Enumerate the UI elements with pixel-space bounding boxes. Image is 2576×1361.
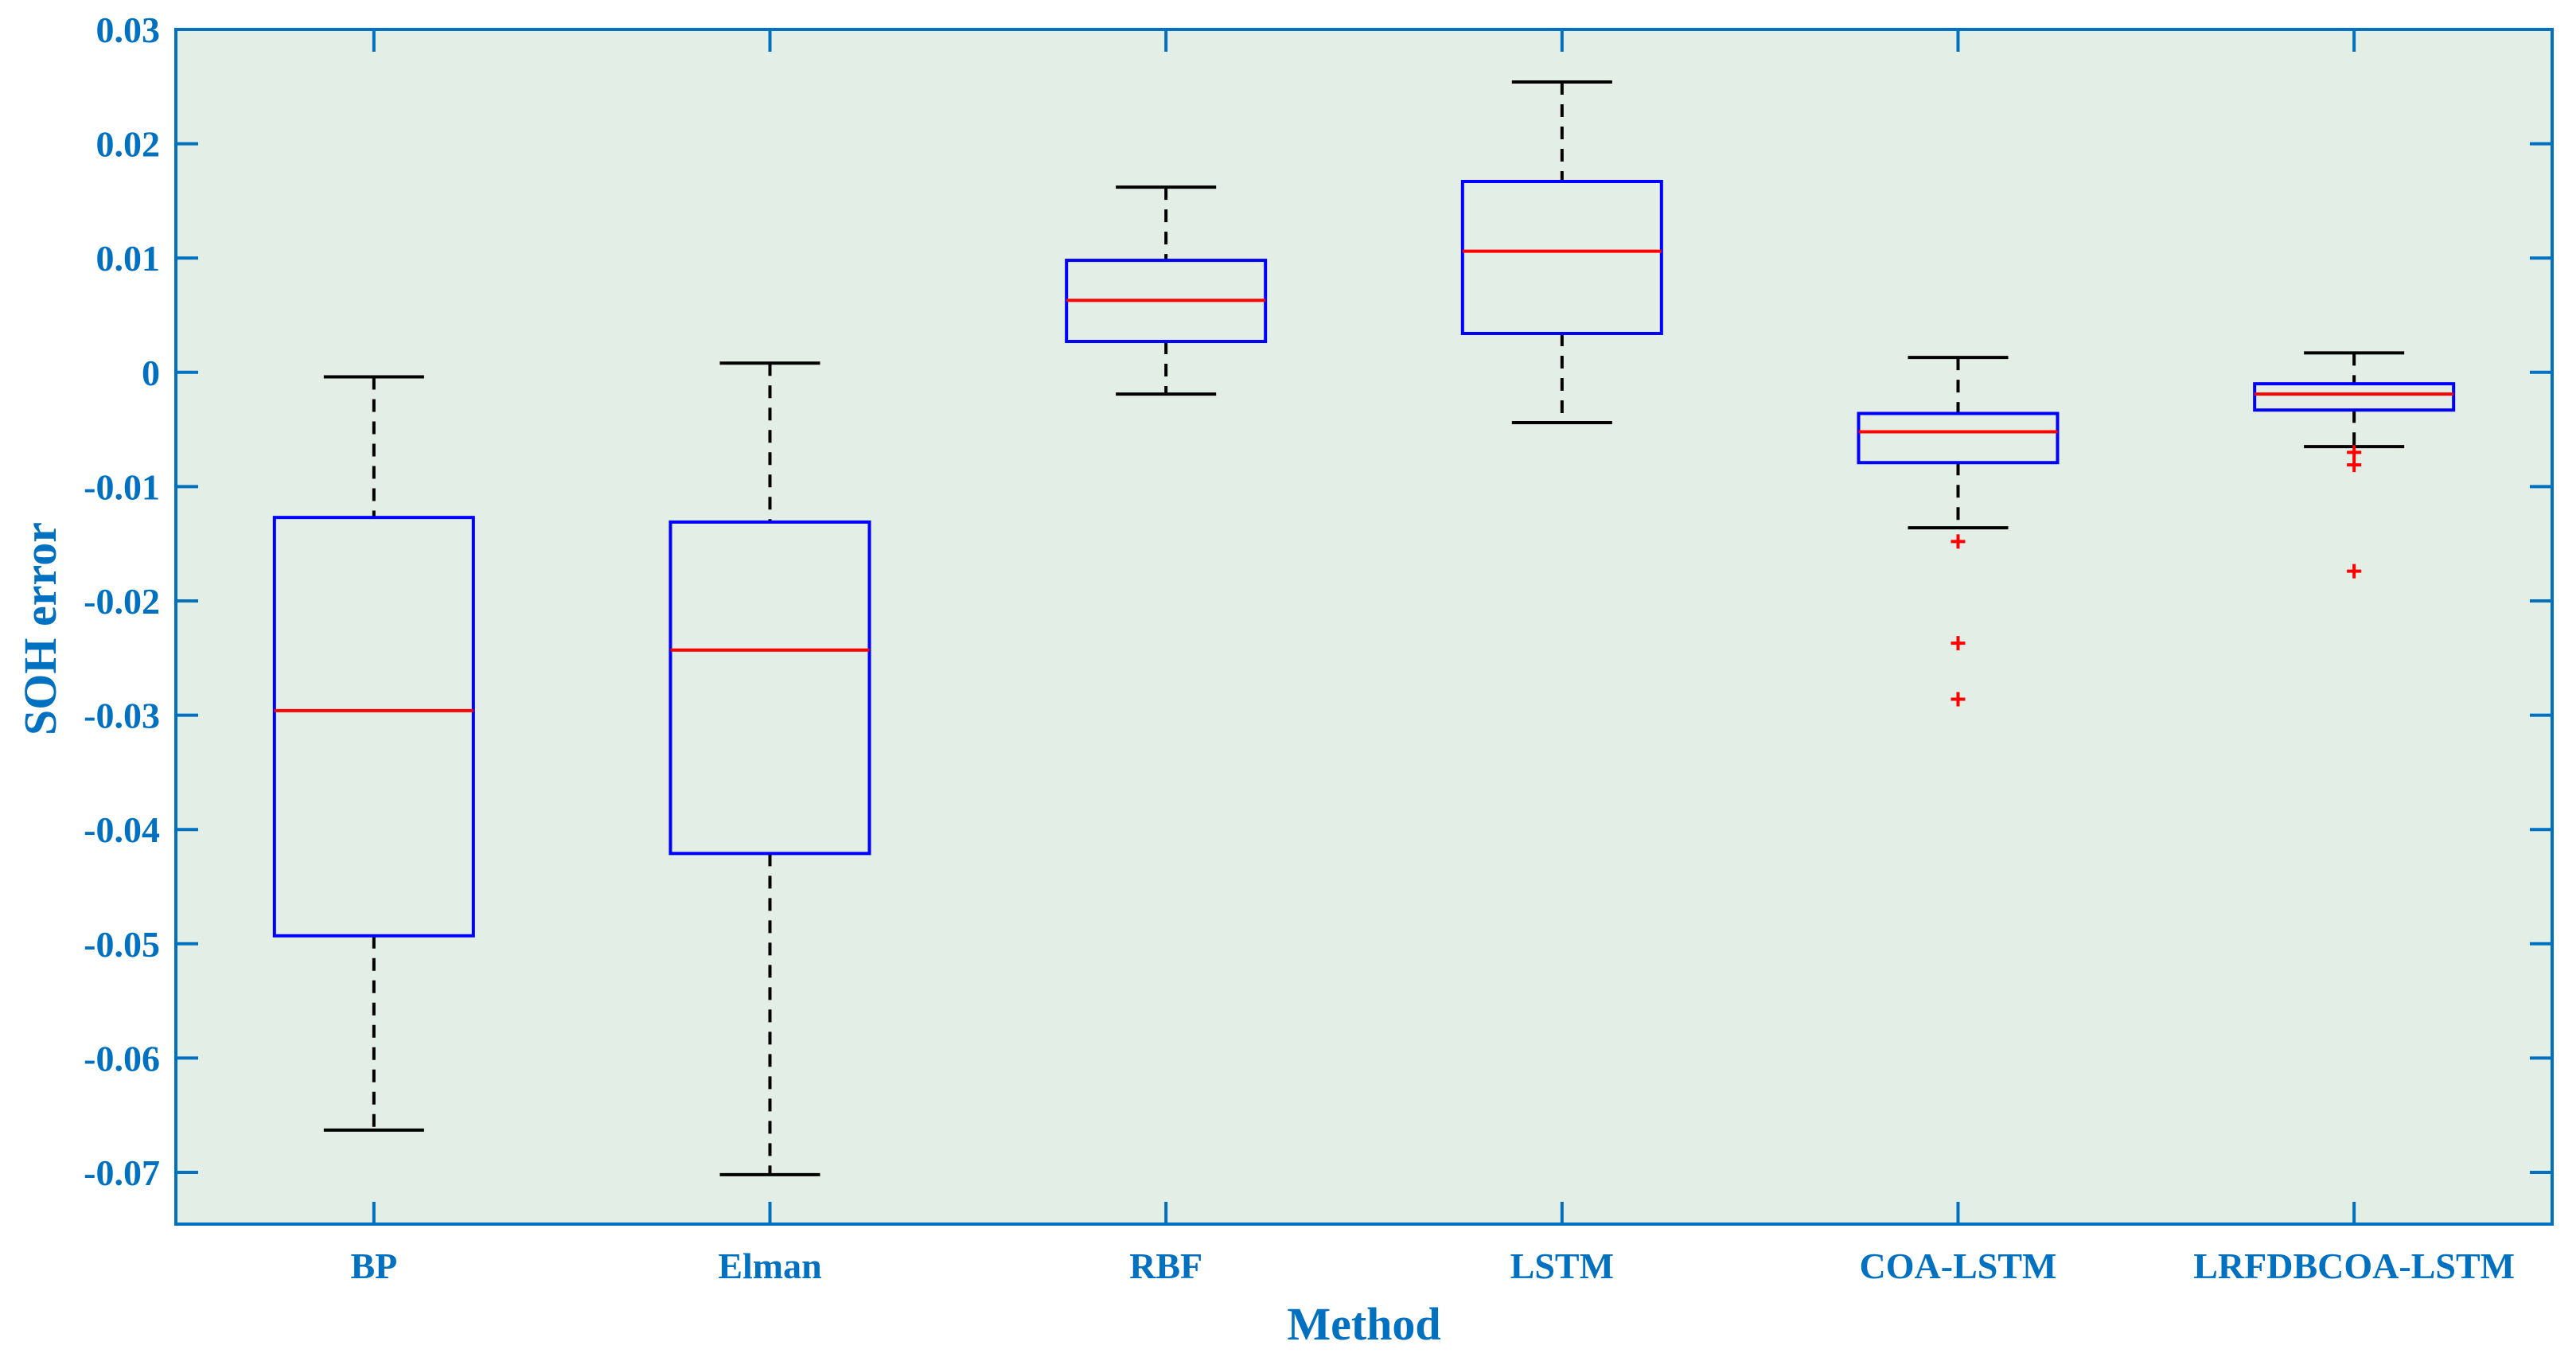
x-axis-title: Method [1287,1298,1440,1350]
y-tick-label: 0.03 [96,10,161,50]
box-group-rbf [1065,185,1268,396]
outlier-point [1951,534,1966,549]
y-tick-label: 0.01 [96,238,161,279]
box-iqr [2253,382,2456,412]
box-iqr [668,520,871,856]
outlier-point [2347,445,2362,460]
box-group-lrfdbcoa-lstm [2253,351,2456,579]
x-tick-label: LRFDBCOA-LSTM [2193,1246,2515,1286]
y-tick-label: -0.06 [84,1038,160,1078]
plot-area [174,28,2554,1226]
x-tick-label: BP [350,1246,397,1286]
x-tick-label: RBF [1129,1246,1202,1286]
y-tick-label: -0.05 [84,924,160,965]
y-tick-label: 0 [142,353,160,393]
box-group-lstm [1460,80,1663,424]
box-iqr [1857,411,2060,465]
outlier-point [1951,692,1966,707]
y-tick-label: -0.07 [84,1152,160,1193]
box-iqr [272,516,475,938]
x-tick-label: COA-LSTM [1860,1246,2057,1286]
boxes [272,80,2456,1176]
x-tick-label: Elman [718,1246,821,1286]
y-tick-label: -0.04 [84,809,160,850]
y-tick-label: -0.01 [84,466,160,507]
x-tick-label: LSTM [1510,1246,1614,1286]
y-tick-label: -0.02 [84,581,160,622]
box-group-bp [272,375,475,1132]
box-group-elman [668,361,871,1176]
y-tick-label: -0.03 [84,696,160,736]
y-axis-title: SOH error [14,522,66,735]
y-tick-label: 0.02 [96,124,161,165]
box-iqr [1460,179,1663,335]
outlier-point [2347,564,2362,579]
box-group-coa-lstm [1857,356,2060,707]
outlier-point [2347,458,2362,473]
outlier-point [1951,636,1966,651]
axes: 0.03 0.02 0.01 0 -0.01 -0.02 -0.03 -0.04 -0.05 -0… [84,10,2552,1286]
